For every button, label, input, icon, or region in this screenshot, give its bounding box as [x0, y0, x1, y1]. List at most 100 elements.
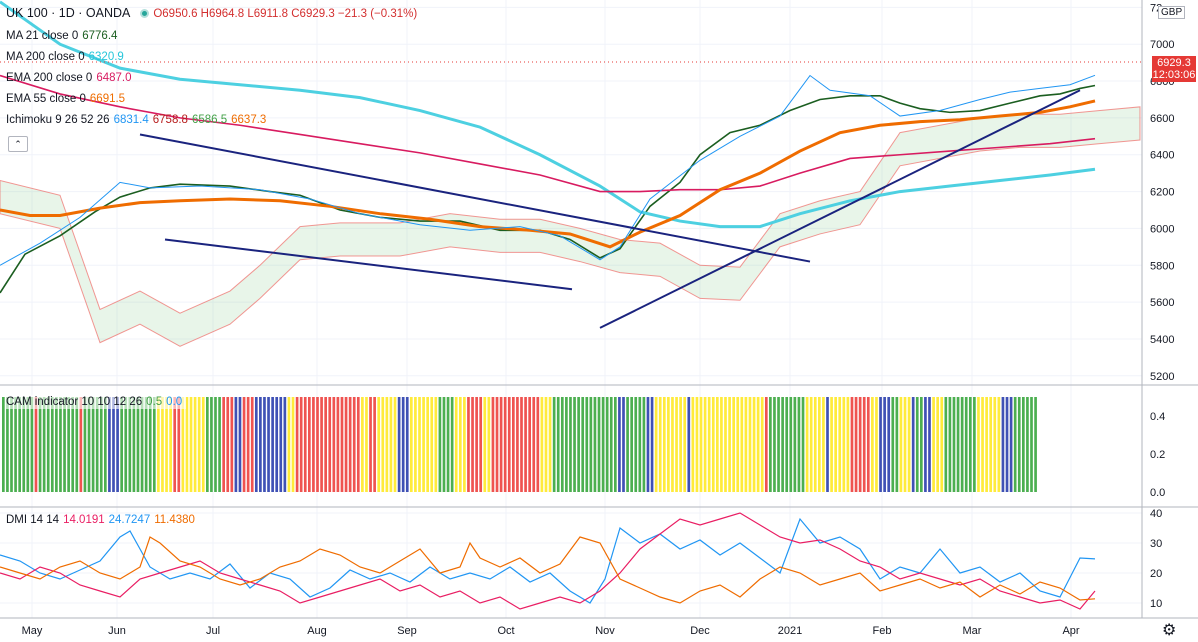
legend-ema200[interactable]: EMA 200 close 0 6487.0 — [6, 72, 132, 84]
cam-bar — [764, 397, 768, 492]
cam-bar — [711, 397, 715, 492]
cam-bar — [75, 397, 79, 492]
cam-bar — [614, 397, 617, 492]
cam-bar — [499, 397, 503, 492]
cam-bar — [303, 397, 307, 492]
cam-bar — [573, 397, 576, 492]
cam-bar — [650, 397, 654, 492]
cam-bar — [446, 397, 450, 492]
cam-bar — [675, 397, 678, 492]
axis-labels: May Jun Jul Aug Sep Oct Nov Dec 2021 Feb Mar Apr727… — [22, 2, 1175, 637]
cam-bar — [6, 397, 9, 492]
legend-ma200[interactable]: MA 200 close 0 6320.9 — [6, 51, 124, 63]
trendlines — [139, 89, 1081, 329]
cam-bar — [769, 397, 772, 492]
cam-bar — [695, 397, 699, 492]
cam-bar — [238, 397, 242, 492]
last-price-label: 6929.3 12:03:06 — [1152, 56, 1196, 82]
cam-bar — [99, 397, 103, 492]
cam-bar — [495, 397, 499, 492]
cam-bar — [809, 397, 813, 492]
cam-bar — [181, 397, 185, 492]
legend-ema55[interactable]: EMA 55 close 0 6691.5 — [6, 93, 126, 105]
price-tick-label: 5200 — [1150, 371, 1174, 383]
cam-bar — [683, 397, 687, 492]
legend-cam[interactable]: CAM indicator 10 10 12 26 0.5 0.0 — [6, 395, 187, 409]
cam-bar — [46, 397, 50, 492]
cam-bar — [887, 397, 891, 492]
cam-bar — [259, 397, 262, 492]
cam-bar — [977, 397, 980, 492]
cam-bar — [781, 397, 784, 492]
cam-bar — [308, 397, 311, 492]
cam-bar — [108, 397, 111, 492]
cam-bar — [503, 397, 507, 492]
cam-bar — [801, 397, 805, 492]
series-ema-200 — [0, 74, 1096, 193]
cam-bar — [471, 397, 474, 492]
cam-bar — [320, 397, 323, 492]
cam-bar — [548, 397, 552, 492]
cam-bar — [1022, 397, 1025, 492]
cam-bar — [662, 397, 666, 492]
cam-bar — [540, 397, 544, 492]
cam-bar — [1017, 397, 1021, 492]
cam-bar — [63, 397, 66, 492]
cam-bar — [744, 397, 748, 492]
collapse-legend-button[interactable]: ⌃ — [8, 136, 28, 152]
cam-bar — [716, 397, 719, 492]
legend-dmi[interactable]: DMI 14 14 14.0191 24.7247 11.4380 — [6, 514, 195, 526]
cam-bar — [760, 397, 764, 492]
cam-bar — [369, 397, 372, 492]
cam-bar — [246, 397, 250, 492]
cam-bar — [577, 397, 580, 492]
cam-bar — [732, 397, 735, 492]
legend-ichimoku[interactable]: Ichimoku 9 26 52 26 6831.4 6758.8 6586.5 663… — [6, 114, 267, 126]
settings-gear-icon[interactable]: ⚙ — [1162, 622, 1177, 639]
cam-bar — [789, 397, 793, 492]
cam-bar — [442, 397, 446, 492]
cam-bar — [120, 397, 123, 492]
cam-bar — [91, 397, 95, 492]
cam-bar — [361, 397, 364, 492]
cam-bar — [18, 397, 21, 492]
cam-bar — [773, 397, 776, 492]
cam-bar — [891, 397, 895, 492]
cam-bar — [140, 397, 144, 492]
legend-ma21[interactable]: MA 21 close 0 6776.4 — [6, 30, 118, 42]
cam-bar — [866, 397, 870, 492]
cam-bar — [116, 397, 119, 492]
dmi-tick-label: 30 — [1150, 538, 1162, 550]
cam-bar — [630, 397, 633, 492]
cam-bar — [1026, 397, 1029, 492]
cam-bar — [911, 397, 915, 492]
cam-bar — [165, 397, 168, 492]
cam-bar — [593, 397, 597, 492]
cam-bar — [1005, 397, 1009, 492]
cam-bar — [936, 397, 939, 492]
price-tick-label: 5400 — [1150, 334, 1174, 346]
cam-bar — [348, 397, 352, 492]
symbol-title[interactable]: UK 100 · 1D · OANDA — [6, 6, 131, 20]
cam-bar — [206, 397, 209, 492]
cam-bar — [177, 397, 181, 492]
cam-bar — [822, 397, 825, 492]
currency-badge[interactable]: GBP — [1158, 6, 1186, 19]
cam-bar — [50, 397, 54, 492]
dmi-tick-label: 20 — [1150, 568, 1162, 580]
cam-bar — [516, 397, 519, 492]
cam-bar — [703, 397, 707, 492]
cam-bar — [842, 397, 846, 492]
cam-bar — [785, 397, 789, 492]
cam-bar — [201, 397, 205, 492]
cam-bar — [79, 397, 83, 492]
cam-bar — [654, 397, 658, 492]
cam-bar — [222, 397, 225, 492]
x-tick-label: Jul — [206, 625, 220, 637]
cam-bar — [479, 397, 483, 492]
cam-bar — [161, 397, 164, 492]
cam-bar — [42, 397, 46, 492]
cam-bar — [438, 397, 442, 492]
market-status-icon — [140, 9, 150, 18]
